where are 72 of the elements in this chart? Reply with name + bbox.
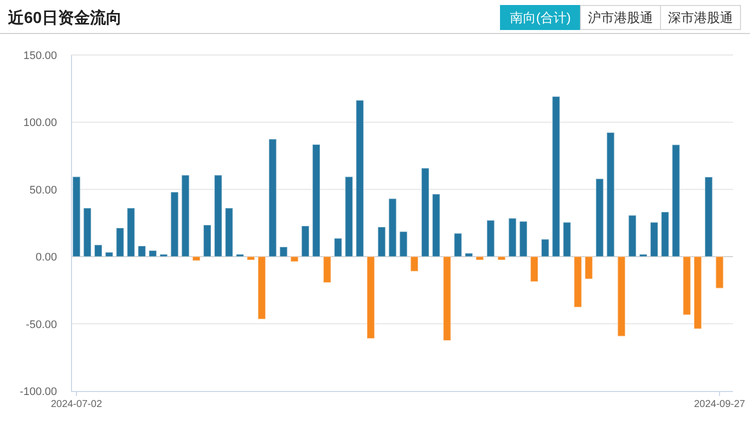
bar (704, 176, 713, 258)
bar (116, 227, 124, 258)
bar (584, 256, 593, 280)
bar (715, 256, 724, 289)
text: 深市港股通 (668, 10, 733, 25)
bar (562, 222, 572, 258)
x-tick-label: 2024-07-02 (50, 399, 102, 410)
bar (322, 256, 332, 284)
x-tick-label: 2024-09-27 (694, 399, 746, 410)
bar (660, 211, 670, 258)
bar (83, 208, 92, 258)
bar (236, 254, 244, 258)
bar (454, 232, 462, 258)
bar (268, 138, 277, 258)
bar (595, 178, 604, 258)
bar (126, 208, 136, 258)
bar (170, 192, 179, 258)
bar (388, 198, 397, 258)
bar (519, 220, 528, 258)
y-tick-label: 50.00 (29, 184, 57, 196)
bar (530, 256, 538, 282)
bar (540, 238, 550, 258)
bar (508, 218, 517, 258)
bar (617, 256, 626, 337)
bar (356, 100, 364, 258)
bar (497, 256, 506, 260)
bar (94, 244, 102, 258)
bar (246, 256, 256, 260)
y-tick-label: 0.00 (36, 252, 57, 264)
bar (258, 256, 266, 320)
bar (399, 231, 408, 258)
bar (72, 176, 81, 258)
bar (224, 208, 234, 258)
bar (192, 256, 201, 262)
bar (552, 96, 560, 258)
bar (464, 252, 474, 258)
bar (159, 254, 168, 258)
bar (410, 256, 419, 272)
text: 南向(合计) (510, 10, 571, 25)
bar (682, 256, 692, 316)
chart-title: 近60日资金流向 (7, 8, 122, 27)
y-tick-label: 150.00 (23, 50, 57, 62)
bar (334, 238, 342, 258)
bar (366, 256, 375, 339)
bar (138, 245, 146, 258)
y-tick-label: -100.00 (20, 386, 57, 398)
bar (650, 222, 658, 258)
bar (148, 250, 157, 258)
bar (279, 246, 288, 258)
bar (290, 256, 299, 262)
bar (574, 256, 582, 308)
y-tick-label: 100.00 (23, 117, 57, 130)
bar (628, 214, 637, 258)
bar (486, 220, 495, 258)
bar (694, 256, 702, 330)
bar (421, 168, 430, 258)
bar (432, 194, 440, 258)
bar (672, 144, 680, 258)
bar (606, 132, 615, 258)
bar (104, 252, 114, 258)
bar (181, 174, 190, 258)
text: 沪市港股通 (588, 10, 653, 25)
bar (344, 176, 354, 258)
bar (476, 256, 484, 260)
bar (203, 224, 212, 258)
bar (377, 226, 386, 258)
bar (312, 144, 320, 258)
y-tick-label: -50.00 (26, 318, 57, 331)
bar (214, 174, 222, 258)
bar (442, 256, 452, 341)
bar (301, 225, 310, 258)
bar (639, 254, 648, 258)
